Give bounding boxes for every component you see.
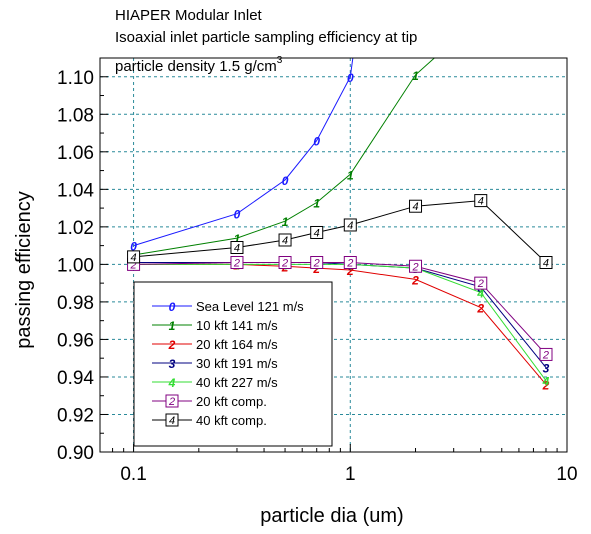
x-tick-label: 1	[345, 464, 356, 485]
legend-label-3: 30 kft 191 m/s	[196, 356, 278, 371]
series-marker-1: 1	[313, 196, 320, 210]
y-tick-label: 0.98	[57, 293, 94, 314]
y-tick-label: 1.06	[57, 143, 94, 164]
series-marker-label-6: 4	[234, 242, 240, 254]
series-marker-0: 0	[234, 208, 241, 222]
series-marker-box-5	[278, 256, 292, 270]
y-tick-label: 0.94	[57, 368, 94, 389]
series-marker-0: 0	[347, 71, 354, 85]
legend-marker-1: 1	[169, 319, 176, 333]
chart-subtitle: particle density 1.5 g/cm3	[115, 55, 283, 75]
series-line-4	[133, 263, 547, 381]
series-marker-box-6	[230, 240, 244, 254]
series-marker-label-6: 4	[131, 252, 137, 264]
series-marker-box-5	[310, 256, 324, 270]
series-marker-4: 4	[476, 287, 484, 301]
y-tick-label: 1.04	[57, 180, 94, 201]
series-marker-label-5: 2	[346, 258, 353, 270]
series-marker-label-6: 4	[314, 227, 320, 239]
series-marker-3: 3	[543, 362, 550, 376]
series-marker-label-6: 4	[412, 201, 418, 213]
series-marker-box-6	[343, 218, 357, 232]
marker-layer: 0000011111122222222333333334444444422222…	[127, 69, 553, 392]
series-marker-box-6	[310, 225, 324, 239]
y-axis-label: passing efficiency	[13, 191, 35, 349]
series-marker-box-5	[343, 256, 357, 270]
series-marker-box-6	[127, 250, 141, 264]
legend-marker-box-5	[165, 394, 179, 408]
y-tick-label: 0.90	[57, 443, 94, 464]
series-layer	[133, 58, 547, 385]
legend-marker-2: 2	[168, 338, 176, 352]
series-line-5	[133, 262, 547, 355]
y-tick-label: 0.92	[57, 405, 94, 426]
y-tick-label: 1.10	[57, 68, 94, 89]
chart-title-line-1: HIAPER Modular Inlet	[115, 7, 263, 24]
legend-marker-3: 3	[169, 357, 176, 371]
series-marker-box-5	[539, 347, 553, 361]
series-marker-box-6	[409, 199, 423, 213]
series-marker-2: 2	[476, 302, 484, 316]
series-marker-box-6	[474, 194, 488, 208]
legend-marker-label-5: 2	[168, 396, 175, 408]
legend-marker-4: 4	[168, 376, 176, 390]
series-marker-box-5	[230, 256, 244, 270]
y-tick-label: 1.08	[57, 105, 94, 126]
series-marker-label-6: 4	[478, 196, 484, 208]
chart-subtitle-main: particle density 1.5 g/cm	[115, 58, 277, 75]
series-line-6	[133, 200, 547, 263]
chart-subtitle-sup: 3	[277, 55, 283, 66]
legend-label-1: 10 kft 141 m/s	[196, 318, 278, 333]
legend-label-4: 40 kft 227 m/s	[196, 375, 278, 390]
series-marker-0: 0	[130, 240, 137, 254]
series-marker-1: 1	[347, 168, 354, 182]
x-axis-label: particle dia (um)	[260, 505, 403, 527]
series-marker-label-6: 4	[347, 220, 353, 232]
series-line-0	[133, 58, 354, 247]
series-marker-2: 2	[312, 262, 320, 276]
plot-frame	[99, 57, 568, 453]
series-marker-box-5	[409, 259, 423, 273]
legend-label-6: 40 kft comp.	[196, 413, 267, 428]
series-marker-2: 2	[411, 273, 419, 287]
x-tick-label: 10	[556, 464, 577, 485]
series-marker-label-5: 2	[477, 278, 484, 290]
series-marker-1: 1	[412, 69, 419, 83]
y-tick-label: 1.00	[57, 255, 94, 276]
legend-marker-box-6	[165, 413, 179, 427]
legend: 0 Sea Level 121 m/s 1 10 kft 141 m/s 2 20 kft…	[133, 281, 333, 447]
legend-marker-0: 0	[169, 300, 176, 314]
chart-title-line-2: Isoaxial inlet particle sampling efficie…	[115, 29, 417, 46]
series-marker-label-5: 2	[130, 259, 137, 271]
series-marker-label-5: 2	[281, 258, 288, 270]
legend-label-0: Sea Level 121 m/s	[196, 299, 304, 314]
series-marker-0: 0	[282, 174, 289, 188]
series-marker-box-5	[474, 276, 488, 290]
x-tick-label: 0.1	[120, 464, 146, 485]
series-marker-label-5: 2	[233, 258, 240, 270]
series-marker-4: 4	[542, 375, 550, 389]
series-line-1	[133, 58, 436, 256]
series-marker-2: 2	[542, 378, 550, 392]
axes: 0.90 0.92 0.94 0.96 0.98 1.00 1.02 1.04 1.06 1.08…	[57, 68, 578, 485]
legend-marker-label-6: 4	[169, 415, 175, 427]
series-marker-1: 1	[234, 232, 241, 246]
series-marker-label-5: 2	[313, 258, 320, 270]
series-marker-label-6: 4	[543, 258, 549, 270]
series-marker-box-6	[539, 256, 553, 270]
series-marker-label-5: 2	[411, 261, 418, 273]
series-marker-label-5: 2	[542, 349, 549, 361]
series-marker-label-6: 4	[282, 235, 288, 247]
series-marker-box-6	[278, 233, 292, 247]
y-tick-label: 1.02	[57, 218, 94, 239]
legend-label-5: 20 kft comp.	[196, 394, 267, 409]
series-marker-1: 1	[282, 215, 289, 229]
legend-box	[133, 281, 333, 447]
legend-label-2: 20 kft 164 m/s	[196, 337, 278, 352]
series-marker-0: 0	[313, 135, 320, 149]
series-marker-2: 2	[346, 264, 354, 278]
y-tick-label: 0.96	[57, 330, 94, 351]
